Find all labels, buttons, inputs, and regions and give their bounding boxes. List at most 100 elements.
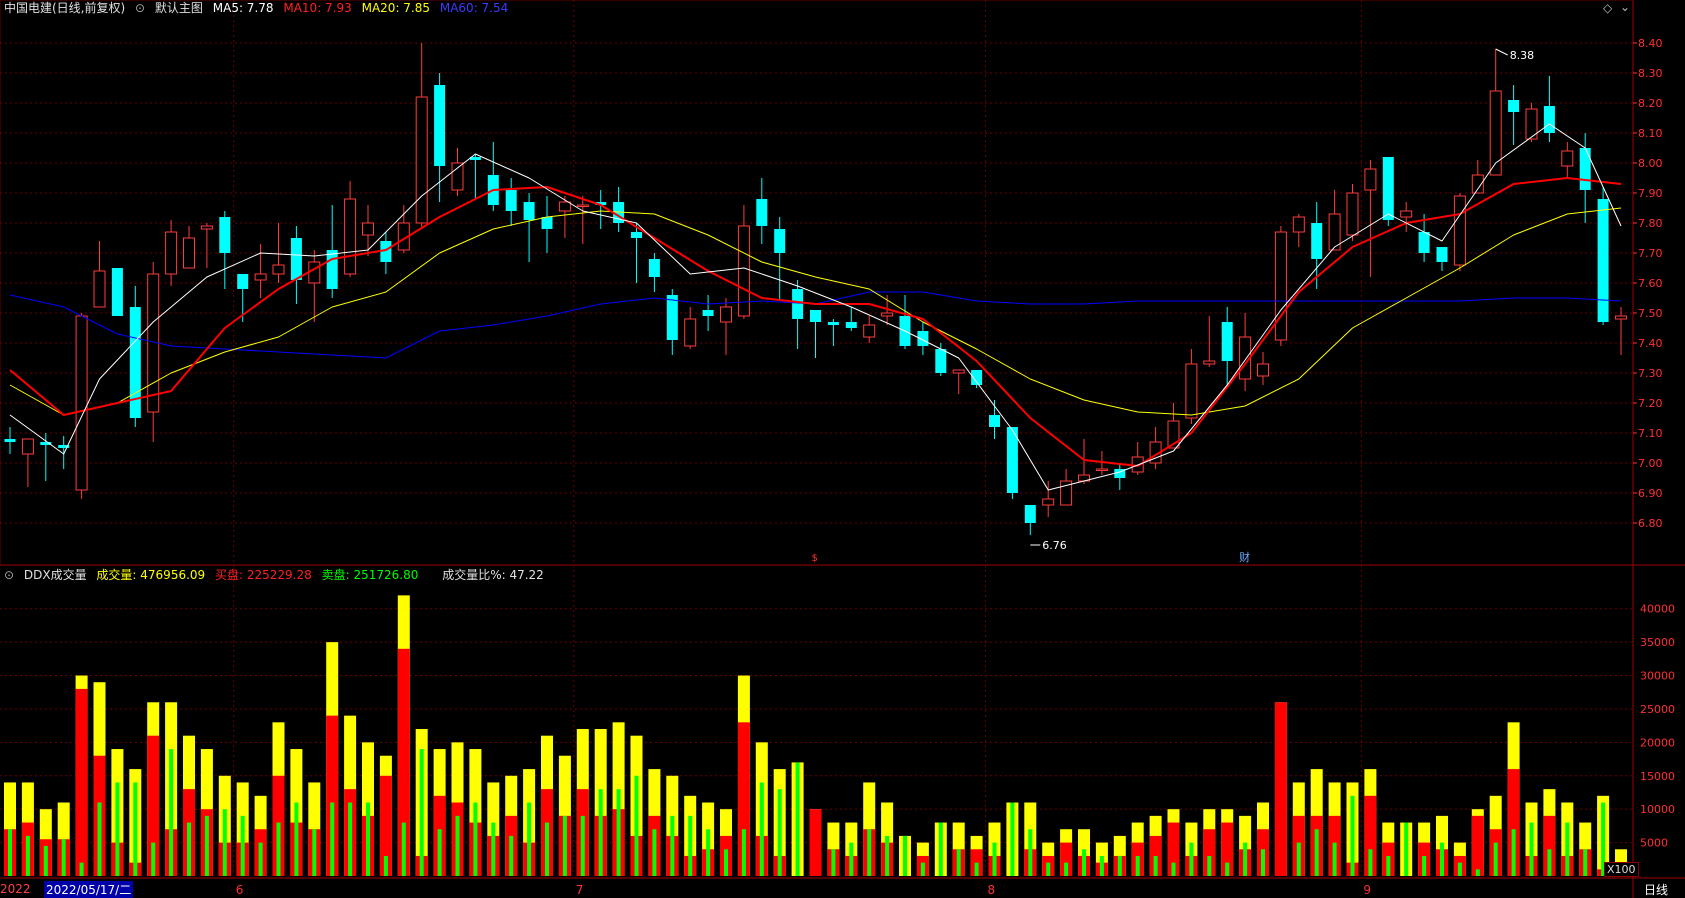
selected-date[interactable]: 2022/05/17/二 xyxy=(44,881,134,898)
candle-body-up[interactable] xyxy=(21,438,34,455)
candle-body-up[interactable] xyxy=(1095,468,1108,471)
candle-body-up[interactable] xyxy=(1525,108,1538,140)
candle-body-down[interactable] xyxy=(1024,505,1036,523)
candle-body-down[interactable] xyxy=(827,322,839,325)
candle-body-up[interactable] xyxy=(684,318,697,347)
candle-body-down[interactable] xyxy=(111,268,123,316)
candle-body-down[interactable] xyxy=(326,250,338,289)
candle-body-down[interactable] xyxy=(1221,322,1233,361)
candle-body-down[interactable] xyxy=(935,349,947,373)
candle-body-up[interactable] xyxy=(165,231,178,275)
candle-body-up[interactable] xyxy=(200,225,213,230)
settings-icon[interactable]: ⊙ xyxy=(135,1,146,15)
candle-body-down[interactable] xyxy=(917,331,929,346)
candle-body-up[interactable] xyxy=(576,204,589,207)
candle-body-up[interactable] xyxy=(1292,216,1305,233)
candle-body-down[interactable] xyxy=(756,199,768,226)
candle-body-up[interactable] xyxy=(1060,480,1073,506)
candle-body-up[interactable] xyxy=(344,198,357,275)
candle-body-down[interactable] xyxy=(1418,232,1430,253)
candle-body-down[interactable] xyxy=(1006,427,1018,493)
candle-body-down[interactable] xyxy=(666,295,678,340)
diamond-icon[interactable]: ◇ xyxy=(1603,1,1613,15)
candle-body-up[interactable] xyxy=(1185,363,1198,419)
candle-body-up[interactable] xyxy=(1274,231,1287,341)
candle-body-down[interactable] xyxy=(595,202,607,205)
candle-body-up[interactable] xyxy=(1561,150,1574,167)
candle-body-down[interactable] xyxy=(505,190,517,211)
candle-body-down[interactable] xyxy=(631,232,642,238)
candle-body-up[interactable] xyxy=(558,201,571,212)
candle-body-up[interactable] xyxy=(881,312,894,317)
candle-body-up[interactable] xyxy=(1489,90,1502,176)
chevron-down-icon[interactable]: ⌄ xyxy=(1620,0,1631,14)
chart-name[interactable]: 默认主图 xyxy=(154,1,203,15)
candle-body-up[interactable] xyxy=(1203,360,1216,365)
candle-body-up[interactable] xyxy=(1346,192,1359,236)
candle-body-up[interactable] xyxy=(451,162,464,191)
candle-body-up[interactable] xyxy=(863,324,876,338)
candle-body-down[interactable] xyxy=(523,202,535,220)
candle-body-up[interactable] xyxy=(952,369,965,374)
candle-body-up[interactable] xyxy=(308,261,321,284)
price-tick-label: 6.80 xyxy=(1638,517,1663,530)
candle-body-up[interactable] xyxy=(1364,168,1377,191)
candle-body-down[interactable] xyxy=(4,439,16,442)
candle-body-down[interactable] xyxy=(792,289,804,319)
event-marker-finance[interactable]: 财 xyxy=(1239,550,1250,564)
candle-body-up[interactable] xyxy=(362,222,374,236)
period-label[interactable]: 日线 xyxy=(1644,883,1669,897)
candle-body-down[interactable] xyxy=(290,238,302,280)
candle-body-down[interactable] xyxy=(469,157,481,160)
candle-body-down[interactable] xyxy=(219,217,231,253)
candle-body-up[interactable] xyxy=(93,270,106,308)
candle-body-up[interactable] xyxy=(720,306,732,323)
candle-body-up[interactable] xyxy=(415,96,428,224)
candle-body-down[interactable] xyxy=(541,217,553,229)
event-marker-dollar[interactable]: $ xyxy=(812,553,818,564)
candle-body-up[interactable] xyxy=(1471,174,1484,194)
candle-body-down[interactable] xyxy=(40,442,52,445)
candle-body-down[interactable] xyxy=(1311,223,1323,259)
candle-body-down[interactable] xyxy=(989,415,1000,427)
candle-body-down[interactable] xyxy=(845,322,857,328)
candle-body-up[interactable] xyxy=(1167,420,1180,449)
price-tick-label: 7.40 xyxy=(1638,337,1663,350)
candle-body-up[interactable] xyxy=(75,315,88,491)
candle-body-down[interactable] xyxy=(1508,100,1520,112)
candle-body-up[interactable] xyxy=(254,273,267,281)
candle-body-up[interactable] xyxy=(737,225,750,317)
indicator-settings-icon[interactable]: ⊙ xyxy=(4,568,15,582)
stock-title[interactable]: 中国电建(日线,前复权) xyxy=(4,1,126,15)
candle-body-up[interactable] xyxy=(1257,363,1269,377)
candle-body-down[interactable] xyxy=(774,229,786,253)
candle-body-down[interactable] xyxy=(1114,469,1126,478)
candle-body-down[interactable] xyxy=(58,445,70,448)
candle-body-up[interactable] xyxy=(1453,195,1466,266)
candlesticks[interactable] xyxy=(4,43,1627,535)
candle-body-down[interactable] xyxy=(129,307,141,418)
candle-body-down[interactable] xyxy=(1579,148,1591,190)
candle-body-up[interactable] xyxy=(272,264,285,275)
volume-bar-sell xyxy=(509,835,514,876)
candle-body-up[interactable] xyxy=(1042,498,1055,506)
candle-body-down[interactable] xyxy=(1436,247,1448,262)
candle-body-down[interactable] xyxy=(1382,157,1394,220)
candle-body-down[interactable] xyxy=(810,310,821,322)
candle-body-down[interactable] xyxy=(434,85,446,166)
ma5-line xyxy=(9,123,1622,491)
candle-body-down[interactable] xyxy=(702,310,714,316)
candle-body-down[interactable] xyxy=(237,274,249,289)
candle-body-up[interactable] xyxy=(1328,213,1341,251)
candle-body-down[interactable] xyxy=(971,370,983,385)
candle-body-up[interactable] xyxy=(1615,315,1627,320)
candle-body-down[interactable] xyxy=(380,241,392,262)
candle-body-down[interactable] xyxy=(1543,106,1555,133)
candle-body-up[interactable] xyxy=(183,237,195,269)
candle-body-down[interactable] xyxy=(1597,199,1609,322)
candle-body-up[interactable] xyxy=(1400,210,1413,218)
volume-bars xyxy=(4,595,1627,876)
candle-body-down[interactable] xyxy=(648,259,660,277)
indicator-name[interactable]: DDX成交量 xyxy=(23,568,87,582)
